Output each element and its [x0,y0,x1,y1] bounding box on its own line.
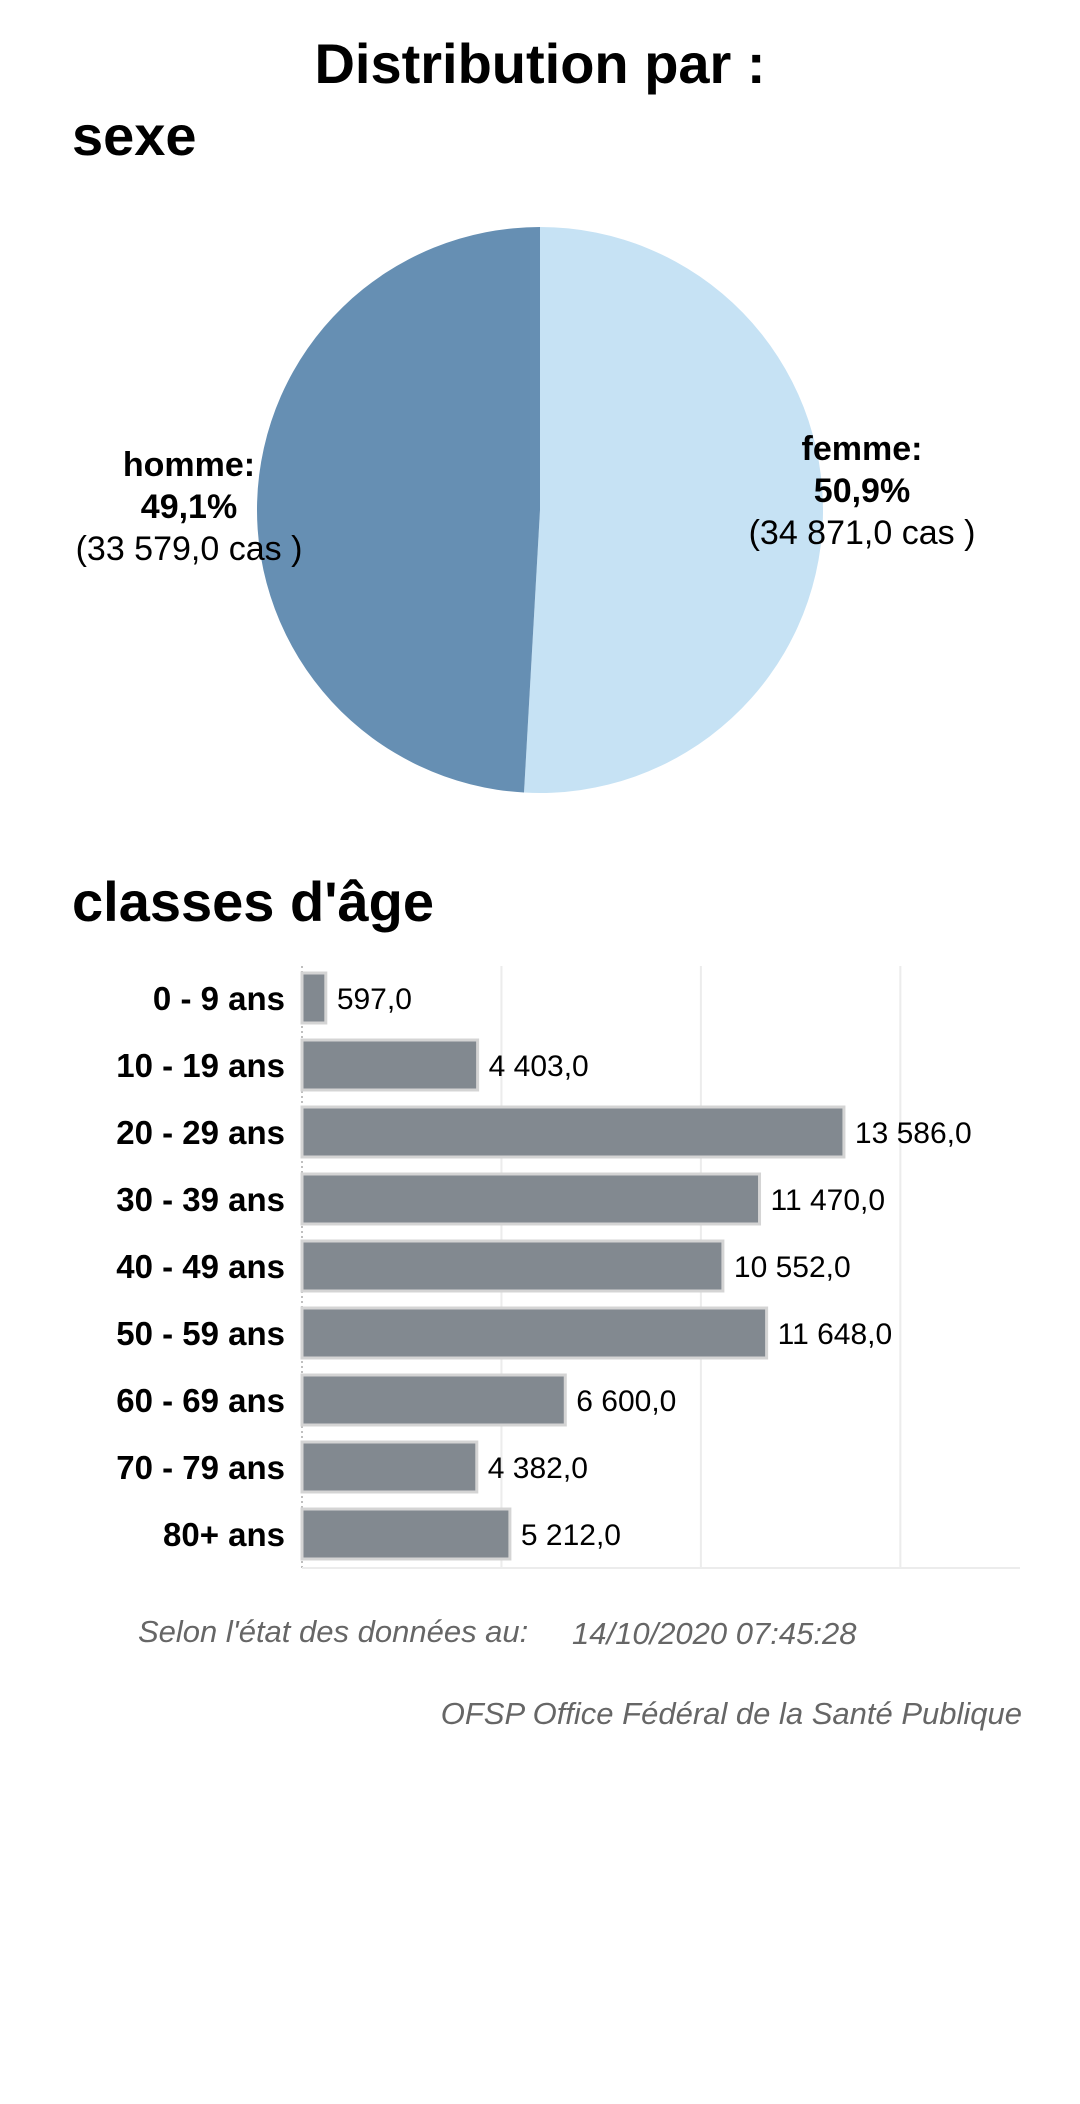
page-title: Distribution par : [314,32,766,95]
bar [300,1440,479,1494]
pie-label-femme: femme: 50,9% (34 871,0 cas ) [749,430,976,552]
value-label: 6 600,0 [576,1385,676,1418]
bar-chart-title: classes d'âge [72,870,435,933]
value-label: 11 648,0 [778,1318,893,1351]
bar [300,1105,846,1159]
category-label: 10 - 19 ans [116,1047,285,1084]
pie-label-femme-cases: (34 871,0 cas ) [749,514,976,552]
bar [300,1306,769,1360]
category-label: 60 - 69 ans [116,1382,285,1419]
pie-label-homme-name: homme: [123,446,255,484]
pie-label-femme-name: femme: [802,430,923,468]
bar [300,1507,512,1561]
pie-slice-homme [256,227,540,793]
category-label: 40 - 49 ans [116,1248,285,1285]
value-label: 597,0 [337,983,412,1016]
category-label: 70 - 79 ans [116,1449,285,1486]
category-label: 30 - 39 ans [116,1181,285,1218]
value-label: 13 586,0 [855,1117,972,1150]
category-label: 80+ ans [163,1516,285,1553]
pie-label-homme-cases: (33 579,0 cas ) [76,530,303,568]
value-label: 11 470,0 [771,1184,886,1217]
age-bar-chart: 0 - 9 ans 10 - 19 ans 20 - 29 ans 30 - 39 a… [116,966,1020,1569]
source-credit: OFSP Office Fédéral de la Santé Publique [440,1696,1022,1731]
pie-chart-title: sexe [72,104,197,167]
bar [300,971,328,1025]
bar [300,1038,480,1092]
category-label: 20 - 29 ans [116,1114,285,1151]
category-label: 0 - 9 ans [153,980,285,1017]
pie-slice-femme [524,227,823,793]
value-label: 4 382,0 [488,1452,588,1485]
bar [300,1172,762,1226]
data-state-label: Selon l'état des données au: [138,1614,529,1649]
sex-pie-chart: femme: 50,9% (34 871,0 cas ) homme: 49,1… [76,227,976,793]
pie-label-femme-percent: 50,9% [814,472,910,510]
value-label: 10 552,0 [734,1251,851,1284]
value-label: 4 403,0 [489,1050,589,1083]
bar [300,1239,725,1293]
value-label: 5 212,0 [521,1519,621,1552]
pie-label-homme-percent: 49,1% [141,488,237,526]
pie-label-homme: homme: 49,1% (33 579,0 cas ) [76,446,303,568]
category-label: 50 - 59 ans [116,1315,285,1352]
bar [300,1373,567,1427]
data-state-date: 14/10/2020 07:45:28 [572,1616,857,1651]
